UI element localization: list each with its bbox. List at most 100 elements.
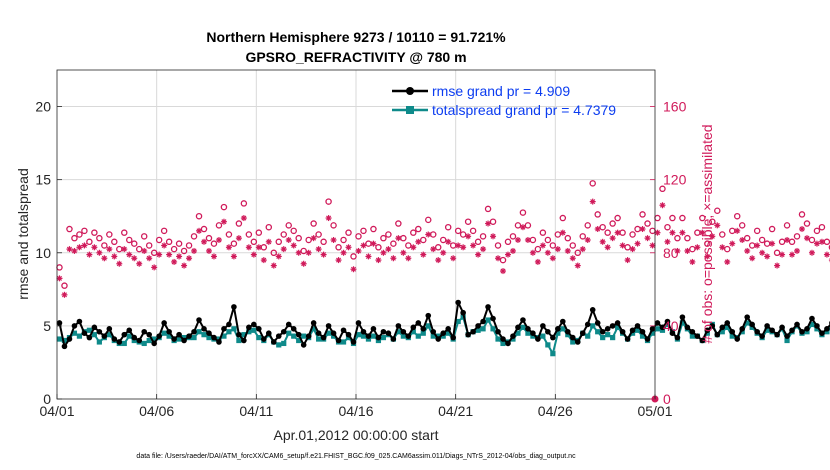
obs-possible-point	[509, 233, 517, 240]
obs-possible-point	[519, 209, 527, 216]
obs-possible-point	[684, 234, 691, 242]
obs-assimilated-point	[734, 227, 741, 234]
totalspread-point	[784, 337, 790, 344]
totalspread-point	[555, 330, 561, 336]
obs-possible-point	[524, 222, 532, 229]
obs-assimilated-point	[460, 244, 467, 251]
rmse-point	[330, 330, 337, 337]
obs-possible-point	[748, 242, 756, 249]
obs-possible-point	[714, 207, 721, 214]
obs-possible-point	[290, 227, 297, 235]
rmse-point	[425, 312, 432, 319]
obs-assimilated-point	[629, 246, 636, 253]
obs-assimilated-point	[330, 236, 337, 243]
obs-possible-point	[738, 222, 746, 229]
obs-possible-point	[494, 242, 502, 249]
obs-assimilated-point	[769, 240, 776, 247]
obs-assimilated-point	[270, 262, 277, 269]
obs-possible-point	[265, 223, 273, 231]
totalspread-point	[739, 329, 745, 335]
totalspread-point	[520, 324, 526, 330]
totalspread-point	[146, 337, 152, 344]
obs-assimilated-point	[111, 253, 118, 260]
x-axis-label: Apr.01,2012 00:00:00 start	[273, 427, 438, 443]
totalspread-point	[191, 334, 197, 341]
rmse-point	[236, 331, 242, 338]
legend-label-rmse: rmse grand pr = 4.909	[432, 83, 570, 99]
obs-possible-point	[235, 220, 243, 227]
obs-possible-point	[230, 240, 238, 247]
totalspread-point	[91, 332, 97, 338]
rmse-point	[201, 326, 207, 332]
rmse-point	[146, 331, 152, 338]
obs-assimilated-point	[694, 244, 701, 251]
obs-possible-point	[160, 227, 168, 235]
rmse-point	[739, 326, 746, 332]
totalspread-point	[500, 340, 506, 347]
rmse-point	[480, 318, 486, 325]
obs-possible-point	[285, 222, 292, 229]
rmse-point	[769, 327, 775, 334]
y2-tick-label: 160	[663, 99, 687, 115]
obs-assimilated-point	[604, 244, 611, 251]
rmse-point	[689, 328, 696, 335]
rmse-point	[550, 334, 556, 341]
obs-possible-point	[360, 227, 367, 235]
obs-assimilated-point	[569, 255, 576, 262]
obs-assimilated-point	[91, 244, 98, 251]
totalspread-point	[181, 334, 187, 341]
totalspread-point	[585, 333, 591, 339]
rmse-point	[315, 330, 322, 337]
obs-assimilated-point	[759, 249, 766, 256]
obs-possible-point	[639, 211, 646, 218]
rmse-point	[96, 328, 103, 335]
rmse-point	[784, 333, 790, 339]
obs-assimilated-point	[659, 202, 666, 209]
obs-assimilated-point	[350, 266, 357, 273]
obs-possible-point	[220, 203, 228, 211]
obs-assimilated-point	[126, 251, 133, 258]
totalspread-point	[375, 337, 382, 344]
obs-possible-point	[689, 245, 696, 253]
obs-assimilated-point	[470, 242, 477, 249]
totalspread-point	[570, 339, 576, 345]
totalspread-point	[246, 329, 252, 335]
obs-assimilated-point	[290, 242, 297, 249]
obs-possible-point	[385, 231, 392, 238]
rmse-point	[196, 317, 202, 323]
totalspread-point	[370, 333, 377, 339]
rmse-point	[101, 333, 108, 339]
totalspread-point	[71, 330, 78, 336]
obs-possible-point	[459, 231, 467, 238]
rmse-point	[455, 299, 461, 306]
y2-tick-label: 80	[663, 245, 679, 261]
obs-possible-point	[175, 240, 183, 247]
rmse-point	[490, 315, 496, 322]
x-tick-label: 04/01	[39, 403, 74, 419]
totalspread-point	[550, 351, 556, 357]
rmse-point	[181, 337, 187, 344]
rmse-point	[599, 328, 606, 335]
rmse-point	[764, 323, 770, 329]
obs-assimilated-point	[813, 240, 820, 247]
obs-possible-point	[768, 225, 776, 233]
totalspread-point	[325, 330, 332, 336]
obs-possible-point	[210, 240, 218, 247]
rmse-point	[530, 330, 536, 337]
rmse-point	[410, 324, 417, 331]
obs-assimilated-point	[166, 251, 173, 258]
obs-assimilated-point	[201, 238, 208, 245]
obs-assimilated-point	[285, 236, 292, 243]
totalspread-point	[221, 333, 227, 339]
obs-possible-point	[743, 234, 751, 242]
rmse-point	[280, 328, 287, 335]
rmse-point	[221, 326, 227, 332]
obs-possible-point	[763, 240, 771, 247]
obs-possible-point	[758, 236, 766, 244]
rmse-point	[804, 326, 810, 332]
obs-possible-point	[155, 236, 163, 244]
obs-possible-point	[420, 236, 427, 244]
obs-assimilated-point	[250, 251, 257, 258]
obs-possible-point	[135, 245, 143, 253]
totalspread-point	[201, 332, 207, 338]
